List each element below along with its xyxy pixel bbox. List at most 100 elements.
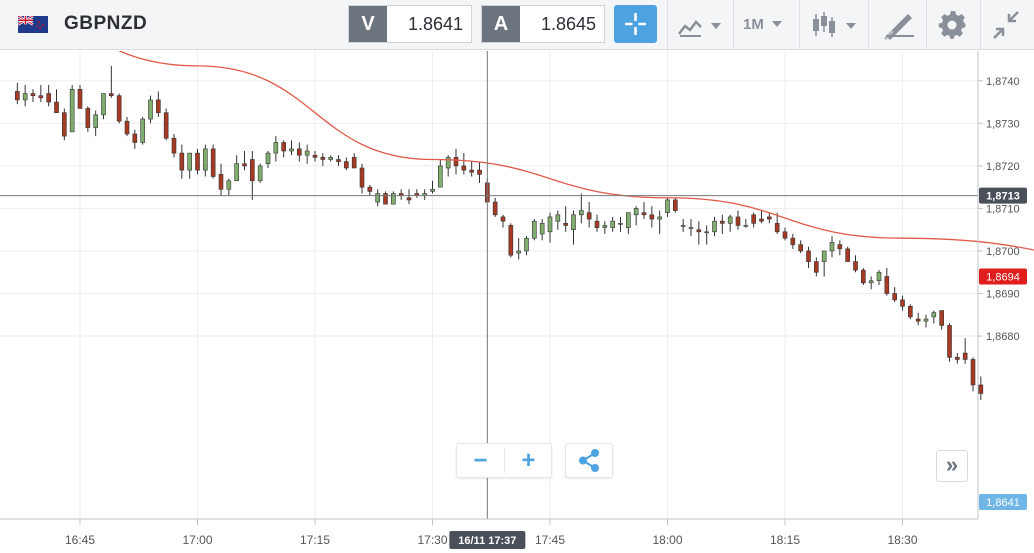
candle-body	[680, 225, 686, 227]
candle-body	[375, 193, 380, 203]
drawing-tools-icon	[884, 14, 914, 40]
candle-body	[962, 352, 968, 360]
candle-body	[853, 261, 858, 271]
crosshair-time-tag: 16/11 17:37	[449, 531, 526, 549]
candle-body	[923, 318, 929, 322]
candle-body	[116, 95, 122, 122]
candle-body	[132, 133, 138, 143]
moving-average-tag: 1,8694	[979, 268, 1027, 285]
candle-body	[908, 305, 913, 318]
toolbar-divider	[667, 0, 668, 50]
top-toolbar: GBPNZD V 1.8641 A 1.8645 1M	[0, 0, 1034, 50]
candle-body	[453, 157, 459, 167]
candle-body	[500, 216, 506, 222]
moving-average-label: 1,8694	[986, 271, 1020, 283]
sell-price-button[interactable]: V 1.8641	[348, 5, 472, 43]
moving-average-line	[118, 51, 1034, 251]
candle-body	[947, 325, 952, 358]
collapse-button[interactable]	[988, 8, 1026, 42]
candle-body	[955, 357, 960, 360]
candle-body	[297, 148, 302, 156]
price-chart[interactable]: 1,8740 1,8730 1,8720 1,8710 1,8700 1,8690 1,86…	[0, 51, 1034, 553]
minus-icon: −	[473, 447, 488, 474]
indicators-button[interactable]	[677, 8, 725, 42]
candle-body	[163, 112, 169, 139]
candle-body	[289, 148, 294, 152]
candlestick-icon	[813, 12, 856, 37]
candle-body	[633, 208, 639, 216]
candle-body	[69, 88, 75, 133]
candle-body	[257, 165, 263, 182]
candle-body	[304, 150, 310, 156]
candle-body	[821, 250, 827, 262]
chevron-down-icon	[772, 21, 783, 27]
candle-body	[30, 93, 36, 96]
price-tick-label: 1,8740	[986, 76, 1020, 88]
plus-icon: +	[521, 447, 536, 474]
candle-body	[978, 384, 984, 394]
candle-body	[931, 312, 937, 318]
price-tick-label: 1,8710	[986, 203, 1020, 215]
candle-body	[195, 152, 200, 171]
time-tick-label: 18:15	[770, 533, 800, 547]
candle-body	[54, 101, 59, 113]
buy-price: 1.8645	[540, 14, 596, 34]
share-button[interactable]	[565, 443, 613, 478]
candle-body	[124, 120, 130, 135]
candle-body	[720, 220, 725, 224]
candle-body	[320, 157, 326, 160]
candle-body	[85, 108, 91, 128]
chart-type-button[interactable]	[810, 8, 860, 42]
candle-body	[751, 214, 756, 224]
candle-body	[148, 99, 153, 120]
price-axis: 1,8740 1,8730 1,8720 1,8710 1,8700 1,8690 1,86…	[978, 76, 1020, 343]
crosshair-button[interactable]	[614, 5, 657, 43]
candle-body	[915, 318, 921, 322]
candle-body	[594, 220, 600, 228]
candle-body	[704, 231, 709, 234]
candle-body	[790, 237, 796, 245]
grid-lines	[0, 51, 978, 519]
candle-body	[586, 212, 592, 220]
candle-body	[359, 167, 365, 188]
candle-body	[602, 225, 608, 228]
candle-body	[492, 201, 498, 216]
settings-button[interactable]	[934, 8, 972, 42]
sell-label: V	[349, 6, 387, 42]
time-tick-label: 17:00	[182, 533, 212, 547]
timeframe-value: 1M	[743, 16, 764, 33]
candle-body	[38, 95, 44, 99]
candle-body	[93, 114, 98, 128]
candle-body	[281, 142, 286, 152]
candle-body	[461, 165, 467, 171]
crosshair-time-label: 16/11 17:37	[458, 535, 516, 547]
zoom-in-button[interactable]: +	[505, 444, 552, 477]
drawing-tools-button[interactable]	[878, 8, 922, 42]
symbol-title: GBPNZD	[64, 13, 148, 34]
zoom-out-button[interactable]: −	[457, 444, 504, 477]
current-price-tag: 1,8641	[979, 493, 1027, 510]
candle-body	[508, 225, 514, 256]
candle-body	[344, 161, 349, 169]
scroll-to-latest-button[interactable]: »	[936, 450, 968, 482]
time-tick-label: 18:30	[887, 533, 917, 547]
candle-body	[900, 299, 905, 307]
candle-body	[970, 359, 976, 386]
timeframe-dropdown[interactable]: 1M	[743, 8, 791, 42]
candle-body	[798, 244, 803, 252]
toolbar-divider	[868, 0, 869, 50]
candle-body	[868, 280, 874, 284]
candle-body	[837, 244, 843, 250]
candle-body	[367, 186, 373, 192]
candle-body	[665, 199, 670, 213]
candle-body	[861, 269, 866, 284]
candle-body	[46, 93, 51, 103]
candle-body	[727, 216, 733, 224]
gear-icon	[938, 11, 966, 39]
candle-body	[806, 250, 811, 262]
time-axis: 16:45 17:00 17:15 17:30 17:45 18:00 18:15 18:30	[65, 519, 918, 547]
buy-price-button[interactable]: A 1.8645	[481, 5, 605, 43]
candle-body	[524, 237, 529, 252]
candle-body	[774, 223, 780, 233]
toolbar-divider	[980, 0, 981, 50]
